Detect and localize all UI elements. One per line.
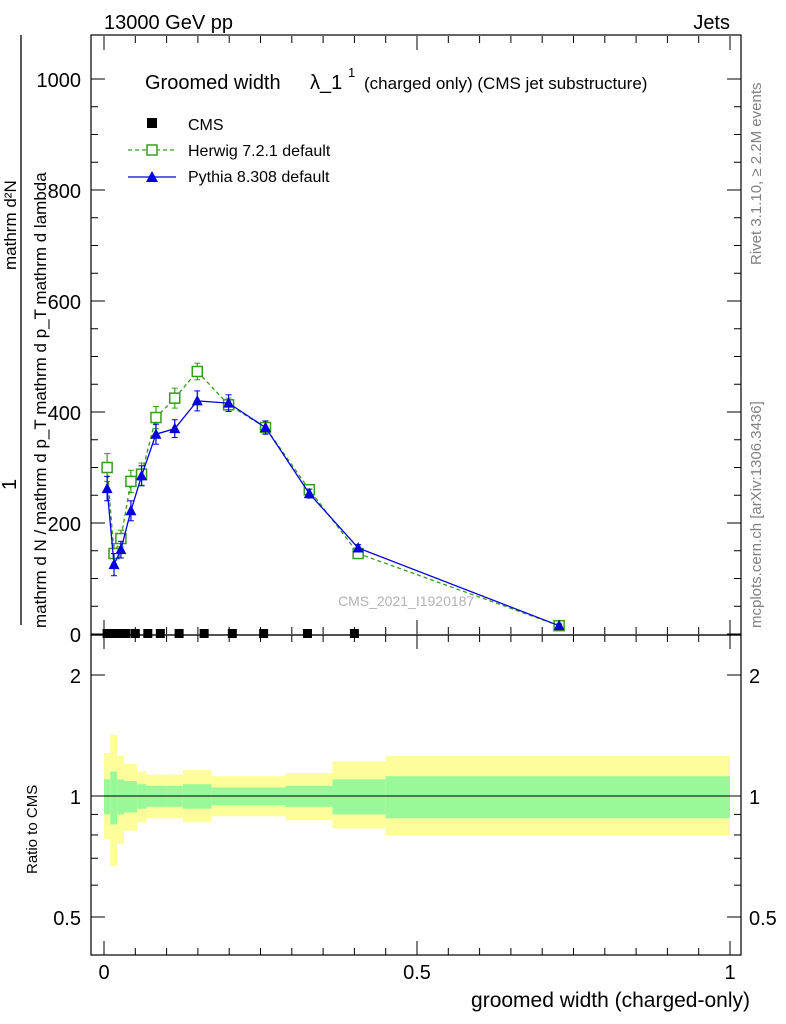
cms-point — [199, 629, 209, 638]
pythia-point — [223, 397, 235, 408]
herwig-point — [101, 461, 113, 474]
mcplots-label: mcplots.cern.ch [arXiv:1306.3436] — [748, 401, 765, 628]
cms-point — [259, 629, 269, 638]
ylabel-numerator: 1 — [0, 479, 21, 490]
ratio-inner-band — [332, 779, 386, 815]
x-axis-label: groomed width (charged-only) — [471, 989, 750, 1012]
cms-point — [227, 629, 237, 638]
y-tick-label: 200 — [48, 514, 81, 536]
pythia-point — [169, 422, 181, 434]
cms-point — [155, 629, 165, 638]
ratio-inner-band — [110, 771, 118, 825]
ratio-inner-band — [385, 776, 730, 819]
main-ticks — [91, 36, 741, 635]
legend: CMS Herwig 7.2.1 default Pythia 8.308 de… — [128, 117, 331, 186]
herwig-point — [168, 392, 181, 404]
title-sup: 1 — [348, 65, 355, 80]
watermark: CMS_2021_I1920187 — [338, 593, 474, 609]
ratio-y-tick-label: 0.5 — [53, 908, 81, 930]
legend-pythia-marker — [146, 171, 158, 182]
ratio-y-tick-label: 2 — [70, 666, 81, 688]
cms-point — [302, 629, 312, 638]
plot-title: Groomed width λ_1 1 (charged only) (CMS … — [145, 65, 647, 94]
cms-point — [121, 629, 131, 638]
x-tick-label: 0 — [98, 962, 109, 984]
series-layer — [101, 362, 565, 638]
ratio-bands — [104, 734, 730, 866]
x-tick-label: 0.5 — [403, 962, 431, 984]
pythia-point — [108, 558, 120, 570]
pythia-point — [101, 482, 113, 494]
pythia-point — [125, 504, 137, 516]
legend-cms-label: CMS — [188, 117, 224, 134]
title-symbol: λ_1 — [310, 72, 342, 94]
ylabel-denominator: mathrm d N / mathrm d p_T mathrm d p_T m… — [31, 172, 50, 628]
pythia-point — [553, 619, 565, 631]
ratio-frame — [90, 634, 742, 956]
cms-point — [143, 629, 153, 638]
cms-point — [130, 629, 140, 638]
x-tick-labels: 0 0.5 1 — [98, 962, 735, 984]
pythia-point — [115, 543, 127, 555]
pythia-point — [352, 541, 364, 553]
herwig-point — [150, 411, 162, 424]
ratio-y-tick-label-right: 2 — [749, 666, 760, 688]
x-tick-label: 1 — [724, 962, 735, 984]
herwig-point — [191, 365, 204, 378]
rivet-label: Rivet 3.1.10, ≥ 2.2M events — [748, 83, 765, 266]
pythia-point — [191, 394, 203, 406]
ratio-inner-band — [117, 779, 125, 815]
pythia-point — [150, 428, 162, 439]
ratio-y-tick-label: 1 — [70, 787, 81, 809]
herwig-point — [125, 475, 137, 488]
header-left: 13000 GeV pp — [104, 12, 233, 34]
ratio-ticks — [91, 635, 741, 955]
ratio-y-tick-labels: 0.5 0.5 1 1 2 2 — [53, 666, 777, 930]
title-main: Groomed width — [145, 72, 281, 94]
pythia-point — [136, 469, 148, 481]
y-tick-label: 800 — [48, 181, 81, 203]
y-tick-label: 0 — [70, 625, 81, 647]
legend-herwig-marker — [146, 144, 158, 156]
header-right: Jets — [693, 12, 730, 34]
ratio-y-tick-label-right: 0.5 — [749, 908, 777, 930]
title-rest: (charged only) (CMS jet substructure) — [364, 74, 647, 93]
legend-herwig-label: Herwig 7.2.1 default — [188, 143, 331, 160]
y-tick-label: 600 — [48, 292, 81, 314]
main-ylabel: 1 mathrm d N / mathrm d p_T mathrm d p_T… — [0, 35, 50, 628]
cms-point — [108, 629, 118, 638]
legend-cms-marker — [147, 118, 157, 128]
ratio-inner-band — [104, 779, 111, 815]
y-tick-label: 400 — [48, 403, 81, 425]
ylabel-top: mathrm d²N — [1, 180, 20, 270]
legend-pythia-label: Pythia 8.308 default — [188, 169, 330, 186]
ratio-inner-band — [124, 780, 138, 813]
ratio-ylabel: Ratio to CMS — [24, 785, 41, 874]
herwig-line — [106, 370, 560, 627]
cms-point — [115, 629, 125, 638]
cms-point — [174, 629, 184, 638]
cms-point — [102, 629, 112, 638]
cms-point — [349, 629, 359, 638]
main-y-tick-labels: 0 200 400 600 800 1000 — [37, 70, 82, 647]
pythia-point — [260, 421, 272, 433]
pythia-point — [303, 487, 315, 499]
y-tick-label: 1000 — [37, 70, 82, 92]
ratio-y-tick-label-right: 1 — [749, 787, 760, 809]
